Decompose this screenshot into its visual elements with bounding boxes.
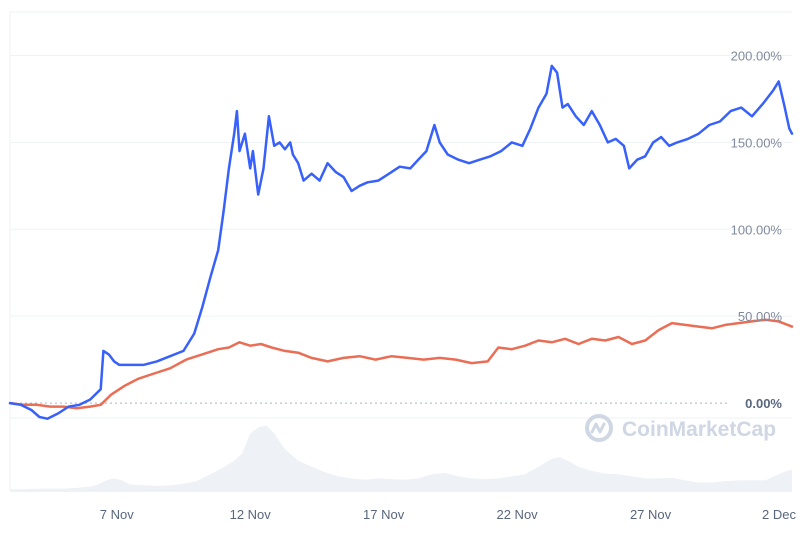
series-lines[interactable] bbox=[8, 64, 794, 420]
volume-area-shape bbox=[10, 425, 792, 492]
coinmarketcap-watermark: CoinMarketCap bbox=[585, 414, 776, 442]
y-tick-label: 0.00% bbox=[745, 396, 782, 411]
x-tick-label: 12 Nov bbox=[230, 507, 272, 522]
y-axis-labels: 0.00% 50.00% 100.00% 150.00% 200.00% bbox=[731, 48, 783, 411]
x-tick-label: 2 Dec bbox=[762, 507, 796, 522]
comparison-series-line[interactable] bbox=[8, 318, 794, 410]
x-tick-label: 7 Nov bbox=[100, 507, 134, 522]
coinmarketcap-logo-icon bbox=[585, 414, 613, 442]
x-tick-label: 27 Nov bbox=[630, 507, 672, 522]
y-tick-label: 150.00% bbox=[731, 135, 783, 150]
x-axis-labels: 7 Nov 12 Nov 17 Nov 22 Nov 27 Nov 2 Dec bbox=[100, 507, 797, 522]
volume-area bbox=[10, 425, 792, 492]
y-tick-label: 50.00% bbox=[738, 309, 783, 324]
x-tick-label: 17 Nov bbox=[363, 507, 405, 522]
watermark-text: CoinMarketCap bbox=[622, 418, 776, 441]
y-tick-label: 100.00% bbox=[731, 222, 783, 237]
y-tick-label: 200.00% bbox=[731, 48, 783, 63]
x-tick-label: 22 Nov bbox=[496, 507, 538, 522]
primary-series-line[interactable] bbox=[8, 64, 794, 420]
